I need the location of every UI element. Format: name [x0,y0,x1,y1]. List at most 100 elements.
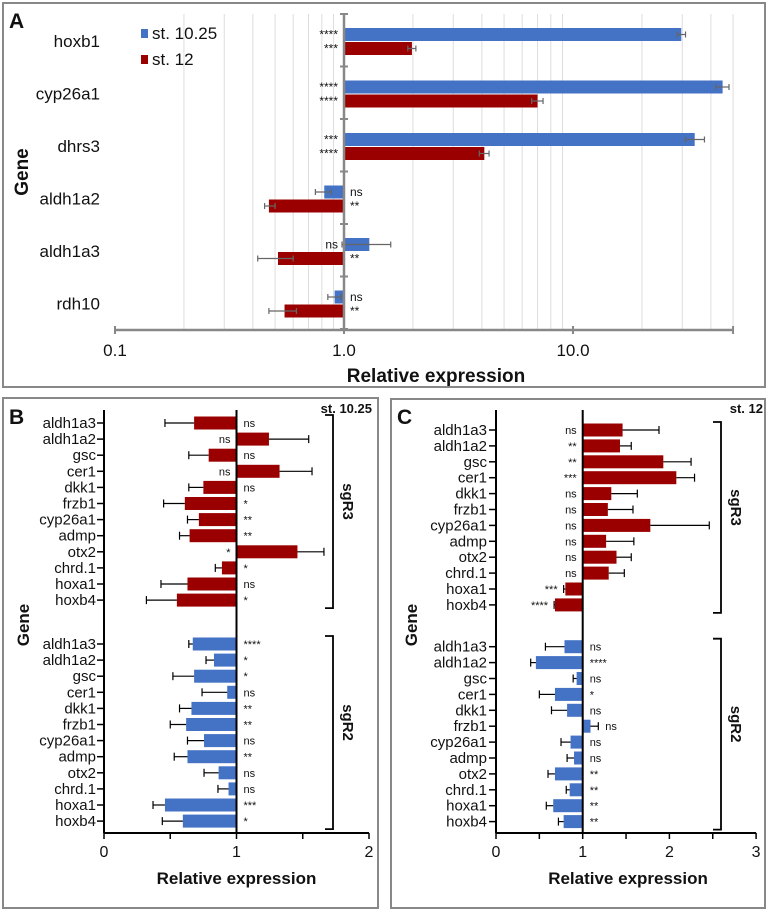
significance-label: **** [319,94,338,108]
significance-label: * [244,499,249,511]
category-label: hoxa1 [446,798,487,815]
category-label: aldh1a3 [434,639,487,656]
category-label: gsc [73,447,97,464]
bar-sgR2 [576,672,583,685]
significance-label: ns [350,290,363,304]
significance-label: *** [244,800,258,812]
significance-label: **** [319,80,338,94]
bar-st12 [268,199,344,213]
category-label: cer1 [458,470,487,487]
significance-label: ** [568,441,577,453]
significance-label: ** [244,720,253,732]
significance-label: **** [244,639,262,651]
x-tick-label: 0.1 [103,341,127,360]
bar-sgR3 [187,577,237,591]
bar-st12 [278,252,344,265]
panel-c-chart: 0 1 2 3 Relative expression Gene st. 12 aldh1a3… [402,401,763,888]
category-label: cyp26a1 [39,733,96,750]
bar-st12 [344,42,412,55]
bar-sgR3 [582,503,608,516]
category-label: aldh1a3 [434,422,487,439]
group-bracket-sgR3 [713,421,722,614]
category-label: chrd.1 [54,781,96,798]
category-label: hoxa1 [55,797,96,814]
significance-label: ns [244,579,256,591]
category-label: otx2 [459,549,487,566]
significance-label: *** [545,584,559,596]
significance-label: ns [590,674,602,686]
category-label: chrd.1 [445,782,487,799]
category-label: frzb1 [63,717,96,734]
significance-label: * [590,689,595,701]
significance-label: * [244,595,249,607]
bar-sgR2 [567,703,583,717]
legend-swatch-st1025 [141,29,148,38]
bar-sgR3 [582,423,623,437]
x-tick-label: 2 [365,844,374,861]
category-label: aldh1a2 [39,190,100,209]
bar-sgR3 [582,487,612,501]
y-axis-title: Gene [12,148,33,196]
significance-label: * [244,655,249,667]
bar-sgR3 [236,432,269,446]
bar-sgR2 [574,751,583,765]
bar-sgR2 [192,637,237,651]
category-label: otx2 [459,766,487,783]
significance-label: ns [565,489,577,501]
significance-label: *** [324,133,338,147]
x-axis-title: Relative expression [548,869,708,888]
significance-label: *** [564,473,578,485]
significance-label: ns [565,568,577,580]
x-axis-title: Relative expression [157,869,317,888]
bar-sgR2 [186,718,237,731]
bar-st1025 [344,133,695,146]
category-label: hoxa1 [446,581,487,598]
bar-sgR3 [582,534,607,548]
bar-sgR2 [228,782,237,796]
significance-label: ns [244,482,256,494]
bar-sgR2 [191,701,237,715]
group-label-sgR2: sgR2 [727,706,744,743]
significance-label: **** [319,28,338,42]
bar-st1025 [344,28,682,41]
category-label: aldh1a3 [43,415,96,432]
x-tick-label: 10.0 [556,341,589,360]
significance-label: **** [531,600,549,612]
category-label: dkk1 [64,700,96,717]
group-bracket-sgR2 [713,637,722,831]
category-label: dkk1 [455,702,487,719]
significance-label: ns [350,185,363,199]
bar-sgR3 [221,561,237,575]
x-tick-label: 1 [578,844,587,861]
category-label: rdh10 [57,295,100,314]
bar-sgR2 [554,687,583,701]
category-label: cyp26a1 [36,85,100,104]
significance-label: ns [590,705,602,717]
category-label: admp [449,750,487,767]
significance-label: ns [605,721,617,733]
stage-label: st. 10.25 [321,401,372,416]
category-label: otx2 [68,544,96,561]
bar-sgR2 [227,685,237,699]
category-label: aldh1a3 [39,242,100,261]
category-label: dkk1 [455,486,487,503]
legend-label-st1025: st. 10.25 [152,24,217,43]
significance-label: ** [350,304,360,318]
category-label: cyp26a1 [39,512,96,529]
panel-c-frame [390,398,766,909]
significance-label: ns [244,768,256,780]
bar-sgR2 [182,814,237,828]
significance-label: ns [565,505,577,517]
category-label: aldh1a2 [43,652,96,669]
bar-sgR3 [565,582,583,596]
category-label: frzb1 [454,502,487,519]
significance-label: ns [244,450,256,462]
panel-a-letter: A [9,10,24,33]
significance-label: ns [219,434,231,446]
significance-label: ns [244,687,256,699]
bar-sgR3 [176,593,237,607]
category-label: gsc [464,671,488,688]
bar-sgR3 [582,455,664,469]
category-label: admp [58,528,96,545]
